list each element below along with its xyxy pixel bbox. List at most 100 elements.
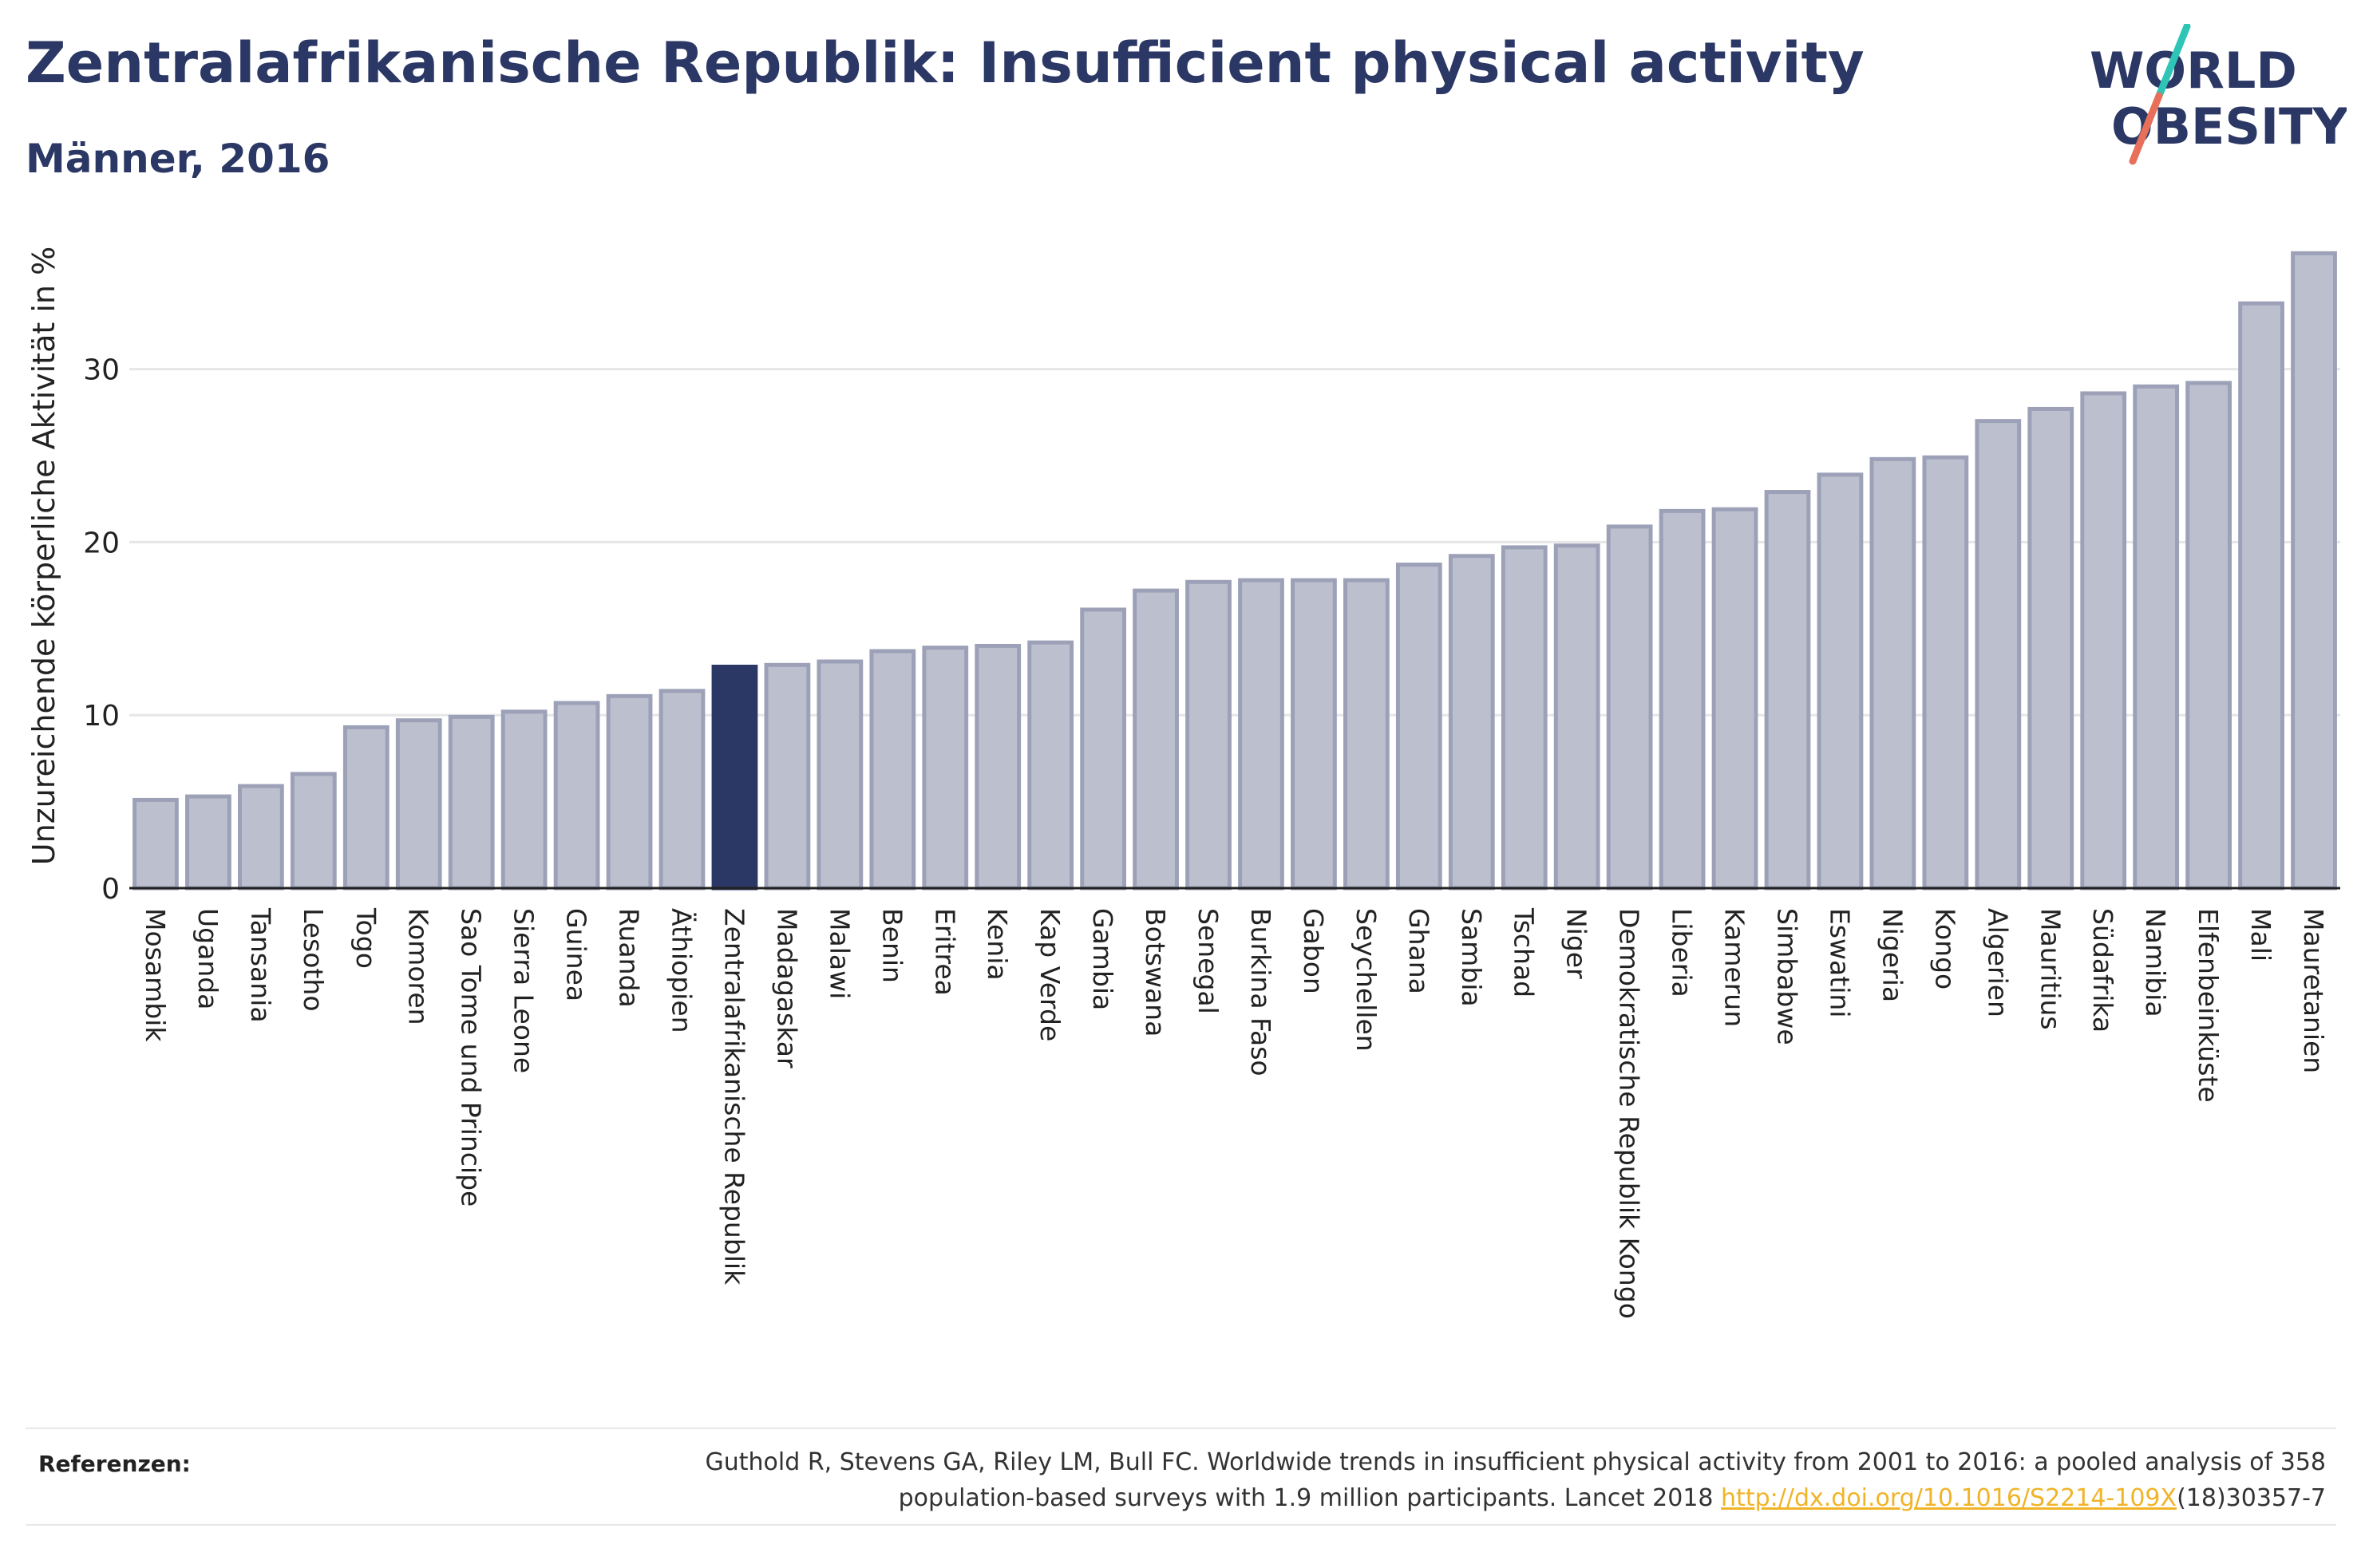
logo-slash-teal <box>2155 24 2191 100</box>
x-tick-label: Gambia <box>1087 908 1118 1010</box>
bar-äthiopien[interactable] <box>658 689 706 891</box>
x-tick-label: Madagaskar <box>771 908 802 1068</box>
x-tick-label: Namibia <box>2140 908 2171 1017</box>
x-tick-label: Seychellen <box>1351 908 1382 1052</box>
x-tick-label: Tschad <box>1509 907 1540 997</box>
x-tick-label: Simbabwe <box>1772 908 1803 1045</box>
bar-mosambik[interactable] <box>132 797 179 891</box>
y-tick-label: 20 <box>83 527 120 559</box>
x-tick-label: Mauretanien <box>2298 908 2329 1073</box>
x-tick-label: Guinea <box>561 908 592 1001</box>
bar-namibia[interactable] <box>2133 384 2180 891</box>
bar-niger[interactable] <box>1553 543 1600 891</box>
bar-eritrea[interactable] <box>922 646 969 891</box>
bar-senegal[interactable] <box>1185 579 1232 891</box>
bar-sierra-leone[interactable] <box>500 709 548 891</box>
logo-slash-red <box>2129 92 2163 165</box>
x-tick-label: Nigeria <box>1877 908 1908 1002</box>
chart-subtitle: Männer, 2016 <box>26 136 330 182</box>
bar-botswana[interactable] <box>1133 588 1179 891</box>
bar-malawi[interactable] <box>817 659 864 891</box>
x-tick-label: Ghana <box>1403 908 1434 994</box>
bar-uganda[interactable] <box>185 794 231 891</box>
bar-demokratische-republik-kongo[interactable] <box>1606 524 1653 891</box>
y-tick-label: 0 <box>101 873 120 906</box>
x-tick-label: Lesotho <box>298 908 329 1012</box>
x-tick-label: Uganda <box>192 908 223 1009</box>
bar-togo[interactable] <box>342 725 390 891</box>
x-tick-label: Sao Tome und Principe <box>456 908 487 1207</box>
x-tick-label: Ruanda <box>614 908 645 1008</box>
bar-ghana[interactable] <box>1395 563 1442 891</box>
x-tick-label: Eswatini <box>1824 908 1855 1017</box>
world-obesity-logo: WORLD OBESITY <box>2090 24 2347 165</box>
logo-word-world: WORLD <box>2090 41 2297 100</box>
bar-simbabwe[interactable] <box>1764 490 1811 891</box>
bar-kenia[interactable] <box>975 643 1022 891</box>
x-tick-label: Togo <box>350 907 382 969</box>
x-tick-label: Komoren <box>403 908 434 1025</box>
bar-elfenbeinküste[interactable] <box>2185 381 2232 891</box>
references-text: Guthold R, Stevens GA, Riley LM, Bull FC… <box>570 1444 2326 1516</box>
x-tick-label: Sambia <box>1456 908 1487 1007</box>
bar-nigeria[interactable] <box>1869 456 1916 891</box>
references-top-rule <box>26 1428 2336 1429</box>
x-tick-label: Malawi <box>824 908 855 999</box>
bar-seychellen[interactable] <box>1343 578 1390 891</box>
references-bottom-rule <box>26 1524 2336 1526</box>
bar-chart: 0 10 20 30 Mosambik Uganda Tansania Lesotho Tog… <box>26 247 2340 1319</box>
x-tick-label: Gabon <box>1298 908 1329 994</box>
x-tick-label: Äthiopien <box>666 908 698 1033</box>
reference-doi-link[interactable]: http://dx.doi.org/10.1016/S2214-109X <box>1721 1484 2177 1512</box>
bar-ruanda[interactable] <box>606 693 653 891</box>
bar-guinea[interactable] <box>553 701 600 891</box>
bar-liberia[interactable] <box>1659 508 1706 891</box>
bar-benin[interactable] <box>869 649 916 891</box>
references-label: Referenzen: <box>38 1451 191 1477</box>
x-tick-label: Kamerun <box>1719 908 1750 1027</box>
x-tick-label: Zentralafrikanische Republik <box>718 908 749 1286</box>
bars <box>132 251 2337 891</box>
bar-kongo[interactable] <box>1922 455 1969 891</box>
bar-sambia[interactable] <box>1448 554 1495 891</box>
bar-zentralafrikanische-republik[interactable] <box>711 664 758 891</box>
x-tick-label: Algerien <box>1982 908 2013 1017</box>
x-tick-label: Senegal <box>1192 908 1224 1014</box>
x-tick-label: Burkina Faso <box>1245 908 1276 1076</box>
x-tick-label: Sierra Leone <box>508 908 540 1073</box>
bar-gambia[interactable] <box>1080 607 1126 891</box>
x-tick-label: Mauritius <box>2035 908 2066 1030</box>
x-tick-labels: Mosambik Uganda Tansania Lesotho Togo Komoren… <box>140 907 2329 1319</box>
bar-burkina-faso[interactable] <box>1238 578 1284 891</box>
bar-gabon[interactable] <box>1291 578 1337 891</box>
bar-komoren[interactable] <box>395 718 442 891</box>
bar-kap-verde[interactable] <box>1027 640 1074 891</box>
bar-tansania[interactable] <box>238 784 284 891</box>
x-tick-label: Elfenbeinküste <box>2193 908 2224 1103</box>
bar-südafrika[interactable] <box>2080 391 2127 891</box>
bar-eswatini[interactable] <box>1817 472 1864 891</box>
reference-line-2-suffix: (18)30357-7 <box>2177 1484 2326 1512</box>
chart-title: Zentralafrikanische Republik: Insufficie… <box>26 30 1865 96</box>
y-tick-labels: 0 10 20 30 <box>83 354 120 906</box>
x-tick-label: Tansania <box>245 907 276 1023</box>
bar-mali[interactable] <box>2238 301 2284 891</box>
x-tick-label: Mali <box>2245 908 2276 962</box>
x-tick-label: Niger <box>1561 908 1592 979</box>
bar-kamerun[interactable] <box>1711 507 1758 891</box>
x-tick-label: Südafrika <box>2087 908 2118 1033</box>
bar-madagaskar[interactable] <box>764 662 811 891</box>
reference-line-2-prefix: population-based surveys with 1.9 millio… <box>898 1484 1722 1512</box>
x-tick-label: Kap Verde <box>1034 908 1066 1041</box>
x-tick-label: Kenia <box>982 908 1013 981</box>
bar-mauretanien[interactable] <box>2291 251 2337 891</box>
bar-mauritius[interactable] <box>2027 406 2074 891</box>
bar-sao-tome-und-principe[interactable] <box>448 714 495 891</box>
x-tick-label: Botswana <box>1140 908 1171 1037</box>
gridlines <box>129 368 2340 717</box>
bar-lesotho[interactable] <box>290 772 337 891</box>
bar-tschad[interactable] <box>1501 545 1548 891</box>
x-tick-label: Benin <box>876 908 908 983</box>
bar-algerien[interactable] <box>1975 419 2022 891</box>
x-tick-label: Demokratische Republik Kongo <box>1614 908 1645 1319</box>
